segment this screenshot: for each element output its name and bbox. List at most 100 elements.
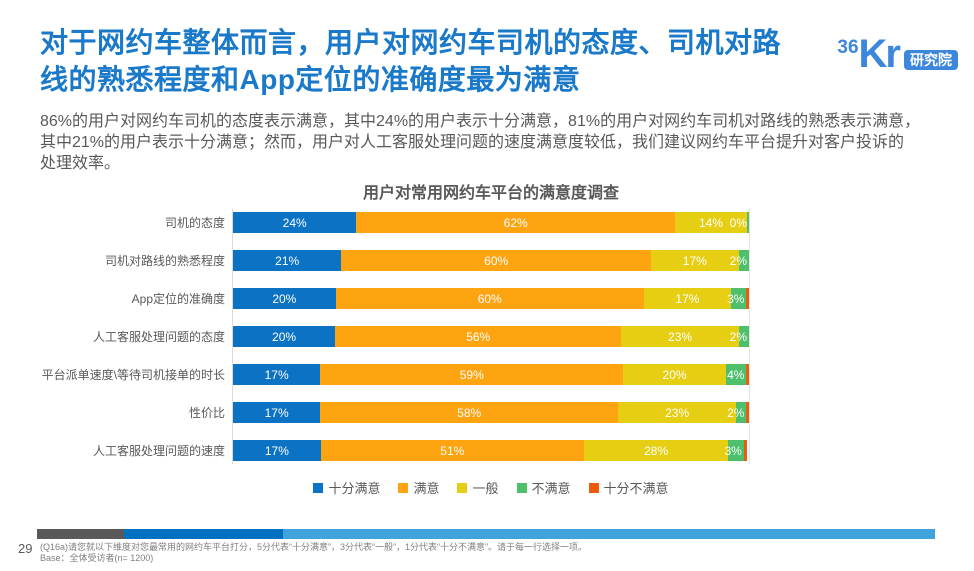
segment-value-label: 2% bbox=[729, 329, 747, 344]
logo-research-badge: 研究院 bbox=[904, 50, 958, 70]
bar-track: 17% 59% 20% 4% bbox=[233, 364, 749, 385]
logo-36-text: 36 bbox=[837, 37, 859, 58]
summary-line1: 86%的用户对网约车司机的态度表示满意，其中24%的用户表示十分满意，81%的用… bbox=[40, 113, 921, 130]
segment-value-label: 21% bbox=[275, 253, 300, 268]
bar-track: 20% 60% 17% 3% bbox=[233, 288, 749, 309]
segment-value-label: 28% bbox=[644, 443, 669, 458]
page-title-line1: 对于网约车整体而言，用户对网约车司机的态度、司机对路 bbox=[40, 27, 782, 58]
bar-segment: 24% bbox=[233, 212, 357, 233]
bar-track: 20% 56% 23% 2% bbox=[233, 326, 749, 347]
bar-segment bbox=[743, 440, 748, 461]
category-label: 人工客服处理问题的态度 bbox=[92, 330, 225, 344]
bar-segment: 23% bbox=[621, 326, 739, 347]
logo-kr-text: Kr bbox=[858, 32, 901, 76]
bar-segment: 2% bbox=[730, 326, 749, 347]
legend-swatch-icon bbox=[457, 482, 468, 493]
legend-label: 一般 bbox=[472, 481, 499, 496]
segment-value-label: 23% bbox=[665, 405, 690, 420]
legend-item: 满意 bbox=[398, 478, 439, 497]
bar-segment: 17% bbox=[233, 402, 321, 423]
legend-swatch-icon bbox=[313, 482, 324, 493]
segment-value-label: 17% bbox=[264, 405, 289, 420]
bar-segment: 62% bbox=[356, 212, 675, 233]
segment-value-label: 0% bbox=[729, 215, 747, 230]
bar-segment: 2% bbox=[730, 250, 749, 271]
summary-paragraph: 86%的用户对网约车司机的态度表示满意，其中24%的用户表示十分满意，81%的用… bbox=[40, 111, 944, 174]
bar-track: 17% 58% 23% 2% bbox=[233, 402, 749, 423]
bar-segment: 14% bbox=[675, 212, 747, 233]
segment-value-label: 14% bbox=[698, 215, 723, 230]
bar-segment: 21% bbox=[233, 250, 342, 271]
page-title: 对于网约车整体而言，用户对网约车司机的态度、司机对路 线的熟悉程度和App定位的… bbox=[40, 24, 824, 98]
segment-value-label: 60% bbox=[477, 291, 502, 306]
chart-row: 人工客服处理问题的态度 20% 56% 23% 2% bbox=[37, 326, 749, 347]
segment-value-label: 17% bbox=[675, 291, 700, 306]
legend-item: 十分满意 bbox=[313, 478, 380, 497]
bar-segment: 0% bbox=[730, 212, 749, 233]
logo-36kr: 36 Kr 研究院 bbox=[837, 32, 958, 76]
segment-value-label: 20% bbox=[272, 291, 297, 306]
bar-segment: 60% bbox=[335, 288, 644, 309]
bar-segment: 2% bbox=[727, 402, 747, 423]
segment-value-label: 51% bbox=[440, 443, 465, 458]
chart-row: 平台派单速度\等待司机接单的时长 17% 59% 20% 4% bbox=[37, 364, 749, 385]
chart-row: 人工客服处理问题的速度 17% 51% 28% 3% bbox=[37, 440, 749, 461]
category-label: 人工客服处理问题的速度 bbox=[92, 444, 225, 458]
bar-segment bbox=[746, 288, 749, 309]
segment-value-label: 60% bbox=[484, 253, 509, 268]
segment-value-label: 17% bbox=[264, 443, 289, 458]
chart-rows: 司机的态度 24% 62% 14% 0% 司机对路线的熟悉程度 21% 60% 17% 2% App… bbox=[37, 212, 749, 461]
bar-segment: 3% bbox=[724, 440, 744, 461]
bar-segment: 23% bbox=[618, 402, 737, 423]
bar-segment: 17% bbox=[650, 250, 739, 271]
footer-progress-bar bbox=[37, 529, 935, 539]
segment-value-label: 20% bbox=[272, 329, 297, 344]
bar-segment: 60% bbox=[341, 250, 651, 271]
category-label: 平台派单速度\等待司机接单的时长 bbox=[41, 368, 225, 382]
segment-value-label: 2% bbox=[729, 253, 747, 268]
category-label: 司机对路线的熟悉程度 bbox=[104, 254, 225, 268]
footnote-question: (Q16a)请您就以下维度对您最常用的网约车平台打分，5分代表“十分满意”，3分… bbox=[40, 542, 588, 552]
footnote-base: Base：全体受访者(n= 1200) bbox=[40, 553, 154, 563]
legend-label: 十分满意 bbox=[328, 481, 381, 496]
legend-item: 一般 bbox=[457, 478, 499, 497]
segment-value-label: 62% bbox=[503, 215, 528, 230]
legend-swatch-icon bbox=[588, 482, 599, 493]
category-label: 司机的态度 bbox=[164, 216, 225, 230]
legend-swatch-icon bbox=[398, 482, 409, 493]
progress-segment-blue bbox=[124, 529, 283, 539]
bar-segment: 20% bbox=[233, 288, 336, 309]
legend-label: 不满意 bbox=[531, 481, 571, 496]
bar-segment: 51% bbox=[320, 440, 584, 461]
segment-value-label: 4% bbox=[727, 367, 745, 382]
satisfaction-chart: 用户对常用网约车平台的满意度调查 司机的态度 24% 62% 14% 0% 司机对路线的熟… bbox=[37, 179, 750, 497]
bar-track: 24% 62% 14% 0% bbox=[233, 212, 749, 233]
legend-item: 十分不满意 bbox=[588, 478, 669, 497]
bar-segment: 3% bbox=[727, 288, 747, 309]
progress-segment-gray bbox=[37, 529, 124, 539]
summary-line2: 其中21%的用户表示十分满意；然而，用户对人工客服处理问题的速度满意度较低，我们… bbox=[40, 134, 905, 151]
bar-segment: 17% bbox=[643, 288, 732, 309]
bar-segment: 4% bbox=[725, 364, 747, 385]
chart-row: 司机对路线的熟悉程度 21% 60% 17% 2% bbox=[37, 250, 749, 271]
segment-value-label: 3% bbox=[727, 291, 745, 306]
segment-value-label: 17% bbox=[682, 253, 707, 268]
bar-segment: 20% bbox=[233, 326, 336, 347]
category-label: App定位的准确度 bbox=[131, 292, 225, 306]
chart-title: 用户对常用网约车平台的满意度调查 bbox=[362, 185, 619, 202]
bar-segment: 56% bbox=[335, 326, 622, 347]
chart-plot: 司机的态度 24% 62% 14% 0% 司机对路线的熟悉程度 21% 60% 17% 2% App… bbox=[37, 209, 750, 464]
segment-value-label: 2% bbox=[727, 405, 745, 420]
bar-segment: 28% bbox=[583, 440, 729, 461]
segment-value-label: 56% bbox=[466, 329, 491, 344]
legend-label: 十分不满意 bbox=[603, 481, 669, 496]
bar-segment bbox=[746, 364, 749, 385]
chart-gridlines bbox=[232, 209, 750, 464]
segment-value-label: 3% bbox=[724, 443, 742, 458]
legend-swatch-icon bbox=[516, 482, 527, 493]
chart-row: 司机的态度 24% 62% 14% 0% bbox=[37, 212, 749, 233]
page-title-line2: 线的熟悉程度和App定位的准确度最为满意 bbox=[40, 64, 581, 95]
segment-value-label: 23% bbox=[668, 329, 693, 344]
footnote: (Q16a)请您就以下维度对您最常用的网约车平台打分，5分代表“十分满意”，3分… bbox=[40, 542, 940, 564]
bar-segment: 17% bbox=[233, 440, 321, 461]
